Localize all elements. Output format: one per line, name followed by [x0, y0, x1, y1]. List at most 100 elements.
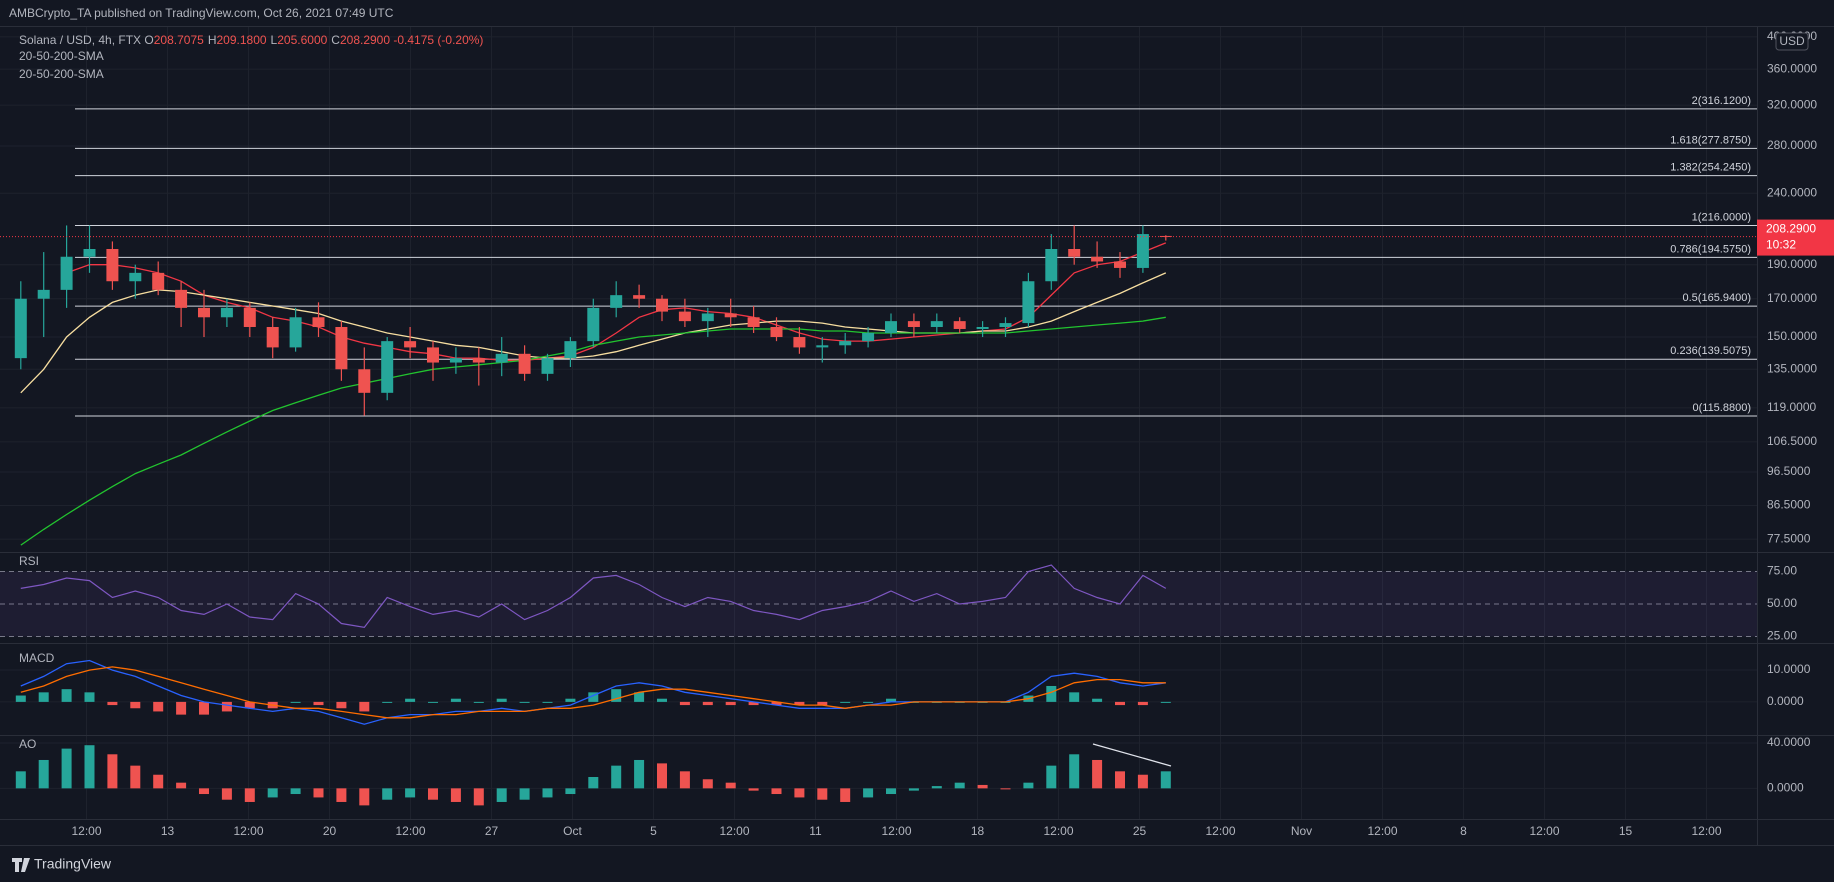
price-label: 208.2900 [1766, 222, 1816, 236]
ao-bar [496, 788, 507, 802]
macd-histogram-bar [1115, 701, 1125, 706]
ao-bar [679, 771, 690, 789]
currency-badge[interactable] [1775, 32, 1809, 51]
candle-body [83, 248, 96, 257]
ao-bar [886, 788, 896, 795]
y-tick-label: 240.0000 [1767, 185, 1817, 199]
candle-body [381, 341, 394, 393]
y-tick-label: 170.0000 [1767, 291, 1817, 305]
y-tick-label: 0.0000 [1767, 781, 1804, 795]
rsi-line [20, 564, 1167, 629]
ao-bar [840, 788, 851, 802]
candle-body [770, 326, 783, 338]
y-tick-label: 119.0000 [1767, 400, 1816, 414]
x-tick-label: 18 [971, 824, 985, 838]
brand: TradingView [34, 856, 112, 872]
ao-bar [450, 788, 461, 802]
x-tick-label: 27 [485, 824, 499, 838]
candle-body [541, 358, 554, 374]
ao-bar [199, 788, 209, 795]
ao-bar [15, 771, 26, 789]
ao-bar [725, 782, 736, 789]
change: -0.4175 (-0.20%) [393, 33, 483, 47]
y-tick-label: 50.00 [1767, 596, 1797, 610]
x-tick-label: 15 [1619, 824, 1633, 838]
y-tick-label: 190.0000 [1767, 257, 1817, 271]
candle-body [37, 289, 50, 299]
macd-histogram-bar [1046, 685, 1057, 702]
candle-body [198, 307, 210, 318]
fib-label: 1.618(277.8750) [1670, 134, 1751, 146]
candle-body [633, 295, 646, 299]
candle-body [106, 248, 119, 282]
ao-bar [1000, 788, 1011, 790]
ao-bar [977, 784, 988, 789]
y-tick-label: 75.00 [1767, 564, 1797, 578]
footer: TradingView [12, 856, 112, 872]
marks: 2(316.1200) 1.618(277.8750) 1.382(254.2450… [0, 95, 1757, 806]
macd-histogram-bar [840, 701, 851, 703]
macd-histogram-bar [863, 701, 874, 703]
macd-histogram-bar [221, 701, 232, 712]
ao-bar [542, 788, 553, 798]
y-tick-label: 96.5000 [1767, 464, 1811, 478]
symbol: Solana / USD, 4h, FTX [19, 33, 141, 47]
ao-bar [771, 788, 782, 795]
candle-body [1114, 261, 1126, 268]
y-tick-label: 150.0000 [1767, 329, 1817, 343]
pane-title: MACD [19, 651, 55, 665]
macd-histogram-bar [199, 701, 209, 715]
y-tick-label: 25.00 [1767, 629, 1797, 643]
macd-histogram-bar [771, 701, 782, 706]
indicator-legend: 20-50-200-SMA [19, 49, 104, 63]
ao-bar [130, 765, 141, 789]
pane-title: AO [19, 737, 36, 751]
ohlc-value: 205.6000 [277, 33, 327, 47]
ao-bar [38, 759, 49, 789]
candle-body [335, 326, 348, 370]
ao-bar [702, 779, 713, 789]
x-tick-label: 12:00 [71, 824, 101, 838]
candle-body [816, 345, 829, 348]
x-tick-label: 13 [161, 824, 175, 838]
x-tick-label: Nov [1291, 824, 1312, 838]
ao-bar [267, 788, 278, 798]
ao-bar [473, 788, 484, 806]
candle-body [678, 311, 691, 322]
macd-histogram-bar [107, 701, 118, 706]
header-text: AMBCrypto_TA published on TradingView.co… [9, 6, 394, 20]
y-tick-label: 106.5000 [1767, 434, 1817, 448]
macd-histogram-bar [38, 692, 49, 702]
macd-histogram-bar [382, 701, 393, 703]
macd-histogram-bar [244, 701, 255, 709]
ao-bar [405, 788, 416, 798]
grid [0, 26, 1757, 819]
candle-body [495, 353, 508, 363]
macd-histogram-bar [1092, 698, 1103, 702]
macd-histogram-bar [817, 701, 828, 706]
ao-bar [84, 745, 95, 789]
x-tick-label: 12:00 [1529, 824, 1559, 838]
candle-body [610, 295, 623, 308]
sma-line [20, 272, 1167, 394]
macd-histogram-bar [634, 692, 645, 702]
y-tick-label: 135.0000 [1767, 361, 1817, 375]
ao-bar [382, 788, 393, 800]
ohlc-key: C [331, 33, 340, 47]
candle-body [1136, 234, 1149, 268]
macd-histogram-bar [1069, 692, 1080, 702]
candle-body [1159, 235, 1172, 237]
macd-histogram-bar [15, 695, 26, 702]
candle-body [220, 307, 233, 318]
macd-histogram-bar [290, 701, 301, 703]
macd-histogram-bar [588, 692, 599, 702]
candle-body [358, 369, 371, 393]
currency[interactable]: USD [1779, 34, 1805, 48]
y-tick-label: 86.5000 [1767, 498, 1811, 512]
x-tick-label: 12:00 [233, 824, 263, 838]
ohlc-key: O [144, 33, 153, 47]
candle-body [656, 298, 668, 312]
fib-label: 0(115.8800) [1692, 402, 1751, 414]
